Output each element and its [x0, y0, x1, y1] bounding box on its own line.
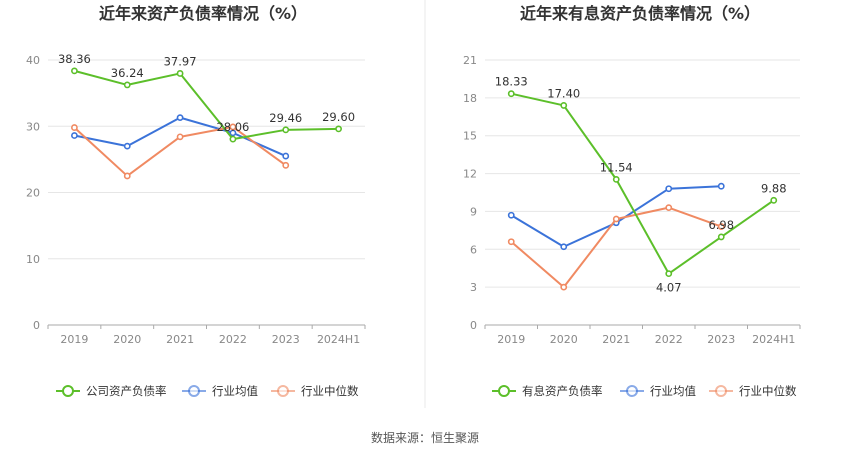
data-label: 36.24 [111, 66, 144, 80]
data-point [612, 215, 620, 223]
data-point [176, 70, 184, 77]
data-label: 6.98 [708, 218, 734, 232]
data-point [282, 152, 290, 160]
data-point [282, 161, 290, 169]
data-point [717, 223, 725, 230]
data-point [176, 133, 184, 141]
legend-label: 行业中位数 [739, 384, 797, 398]
legend-label: 公司资产负债率 [86, 384, 167, 398]
y-tick-label: 21 [463, 54, 477, 67]
legend-label: 行业均值 [650, 384, 696, 398]
data-point [176, 114, 184, 122]
data-point [717, 233, 725, 241]
series-line-1 [511, 92, 775, 275]
chart-title: 近年来资产负债率情况（%） [99, 4, 307, 23]
data-point [560, 283, 568, 291]
data-point [665, 204, 673, 212]
x-tick-label: 2021 [602, 333, 630, 346]
legend-swatch-marker [715, 385, 727, 397]
data-point [717, 182, 725, 190]
data-point [123, 172, 131, 180]
y-tick-label: 12 [463, 168, 477, 181]
legend-swatch-marker [62, 385, 74, 397]
x-tick-label: 2019 [60, 333, 88, 346]
data-point [612, 175, 620, 183]
x-tick-label: 2020 [113, 333, 141, 346]
legend-label: 行业中位数 [301, 384, 359, 398]
data-point [507, 211, 515, 219]
y-tick-label: 30 [26, 120, 40, 133]
y-tick-label: 20 [26, 187, 40, 200]
y-tick-label: 18 [463, 92, 477, 105]
x-tick-label: 2023 [272, 333, 300, 346]
data-point [560, 243, 568, 251]
data-point [665, 185, 673, 193]
data-label: 9.88 [761, 181, 787, 195]
data-point [71, 124, 78, 131]
chart-panel-2: 近年来有息资产负债率情况（%） 0 3 6 9 12 15 18 21 2019 2020 2021 2… [463, 4, 801, 398]
data-label: 18.33 [495, 75, 528, 89]
legend-swatch-marker [498, 385, 510, 397]
x-tick-label: 2024H1 [752, 333, 795, 346]
data-label: 38.36 [58, 52, 91, 66]
x-tick-label: 2019 [497, 333, 525, 346]
x-tick-label: 2023 [707, 333, 735, 346]
series-line-1 [74, 69, 339, 141]
data-label: 28.06 [216, 120, 249, 134]
data-point [507, 238, 515, 246]
x-tick-label: 2021 [166, 333, 194, 346]
data-point [123, 142, 131, 150]
legend-label: 有息资产负债率 [522, 384, 603, 398]
x-tick-label: 2022 [219, 333, 247, 346]
data-label: 17.40 [547, 86, 580, 100]
data-point [560, 102, 568, 109]
y-tick-label: 0 [33, 319, 40, 332]
data-point [665, 270, 673, 278]
data-label: 11.54 [600, 160, 633, 174]
y-tick-label: 9 [470, 205, 477, 218]
chart-panel-1: 近年来资产负债率情况（%） 0 10 20 30 40 2019 2020 2021 2022 20… [26, 4, 366, 398]
data-point [335, 125, 342, 133]
data-point [123, 81, 131, 89]
source-note: 数据来源：恒生聚源 [371, 430, 479, 445]
data-point [507, 90, 515, 98]
y-tick-label: 0 [470, 319, 477, 332]
data-label: 29.60 [322, 110, 355, 124]
y-tick-label: 15 [463, 130, 477, 143]
data-point [770, 196, 778, 204]
legend-swatch-marker [188, 385, 200, 397]
data-point [71, 132, 78, 139]
data-point [229, 123, 237, 131]
legend-swatch-marker [277, 385, 289, 397]
chart-title: 近年来有息资产负债率情况（%） [520, 4, 760, 23]
data-point [229, 135, 237, 143]
data-point [282, 126, 290, 134]
data-label: 37.97 [164, 54, 197, 68]
data-label: 29.46 [269, 111, 302, 125]
y-tick-label: 10 [26, 253, 40, 266]
legend-swatch-marker [626, 385, 638, 397]
y-tick-label: 6 [470, 243, 477, 256]
x-tick-label: 2024H1 [317, 333, 360, 346]
y-tick-label: 40 [26, 54, 40, 67]
x-tick-label: 2022 [655, 333, 683, 346]
legend-label: 行业均值 [212, 384, 258, 398]
y-tick-label: 3 [470, 281, 477, 294]
x-tick-label: 2020 [550, 333, 578, 346]
data-point [71, 67, 78, 75]
data-label: 4.07 [656, 281, 682, 295]
